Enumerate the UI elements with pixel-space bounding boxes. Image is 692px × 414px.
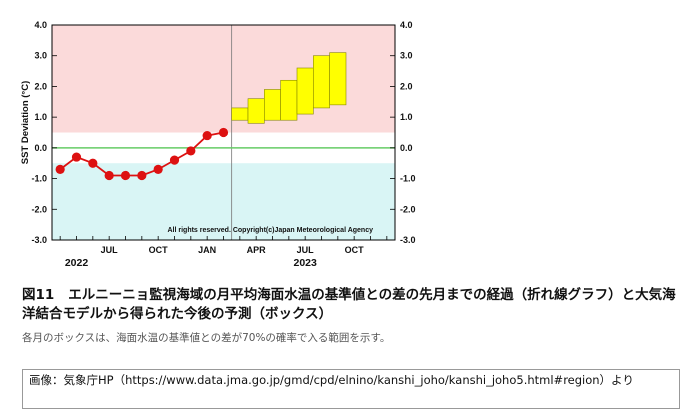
copyright-text: All rights reserved. Copyright(c)Japan M… xyxy=(167,227,373,234)
observed-series xyxy=(55,127,229,181)
y-tick-label-left: 0.0 xyxy=(34,143,47,153)
forecast-box-0 xyxy=(231,107,249,121)
y-tick-label-left: 3.0 xyxy=(34,51,47,61)
y-tick-label-left: -1.0 xyxy=(31,174,47,184)
data-point-9 xyxy=(202,130,212,141)
axis-ticks: 4.0 4.0 3.0 3.0 2.0 2.0 1.0 1.0 0.0 0.0 -1.0 -1.0 -2… xyxy=(31,20,415,269)
forecast-box-6 xyxy=(329,52,347,106)
y-tick-label-right: -3.0 xyxy=(400,235,416,245)
forecast-boxes xyxy=(231,52,347,124)
y-tick-label-right: 1.0 xyxy=(400,112,413,122)
y-axis-label: SST Deviation (°C) xyxy=(20,81,31,165)
data-point-3 xyxy=(104,170,114,181)
year-label: 2023 xyxy=(293,257,317,269)
data-point-6 xyxy=(153,164,163,174)
forecast-box-4 xyxy=(296,67,314,115)
data-point-0 xyxy=(55,164,65,174)
x-tick-label: OCT xyxy=(149,245,169,255)
figure-number: 図11 xyxy=(22,287,55,303)
year-label: 2022 xyxy=(65,257,89,269)
y-tick-label-right: 4.0 xyxy=(400,20,413,30)
image-source-credit: 画像：気象庁HP（https://www.data.jma.go.jp/gmd/… xyxy=(22,369,680,409)
data-point-8 xyxy=(186,146,196,156)
x-tick-label: JUL xyxy=(101,245,119,255)
forecast-box-5 xyxy=(313,55,330,109)
y-tick-label-left: 2.0 xyxy=(34,81,47,91)
y-tick-label-right: 2.0 xyxy=(400,81,413,91)
y-tick-label-right: 3.0 xyxy=(400,51,413,61)
sst-deviation-chart: 4.0 4.0 3.0 3.0 2.0 2.0 1.0 1.0 0.0 0.0 -1.0 -1.0 -2… xyxy=(20,20,416,269)
x-tick-label: JUL xyxy=(297,245,315,255)
forecast-box-1 xyxy=(247,98,265,124)
data-point-5 xyxy=(137,170,147,181)
figure-caption-text: エルニーニョ監視海域の月平均海面水温の基準値との差の先月までの経過（折れ線グラフ… xyxy=(22,287,676,322)
figure-note: 各月のボックスは、海面水温の基準値との差が70%の確率で入る範囲を示す。 xyxy=(22,332,391,344)
forecast-box-3 xyxy=(280,79,298,121)
forecast-box-2 xyxy=(264,89,281,121)
y-tick-label-left: -2.0 xyxy=(31,204,47,214)
figure-caption: 図11 エルニーニョ監視海域の月平均海面水温の基準値との差の先月までの経過（折れ線… xyxy=(22,286,682,324)
x-tick-label: JAN xyxy=(198,245,216,255)
data-point-2 xyxy=(88,158,98,168)
data-point-10 xyxy=(218,127,229,138)
y-tick-label-right: -2.0 xyxy=(400,204,416,214)
x-tick-label: APR xyxy=(247,245,267,255)
y-tick-label-right: 0.0 xyxy=(400,143,413,153)
y-tick-label-left: -3.0 xyxy=(31,235,47,245)
data-point-7 xyxy=(169,155,180,165)
data-point-4 xyxy=(120,170,131,181)
y-tick-label-left: 1.0 xyxy=(34,112,47,122)
x-tick-label: OCT xyxy=(345,245,365,255)
data-point-1 xyxy=(71,152,82,162)
y-tick-label-left: 4.0 xyxy=(34,20,47,30)
y-tick-label-right: -1.0 xyxy=(400,174,416,184)
